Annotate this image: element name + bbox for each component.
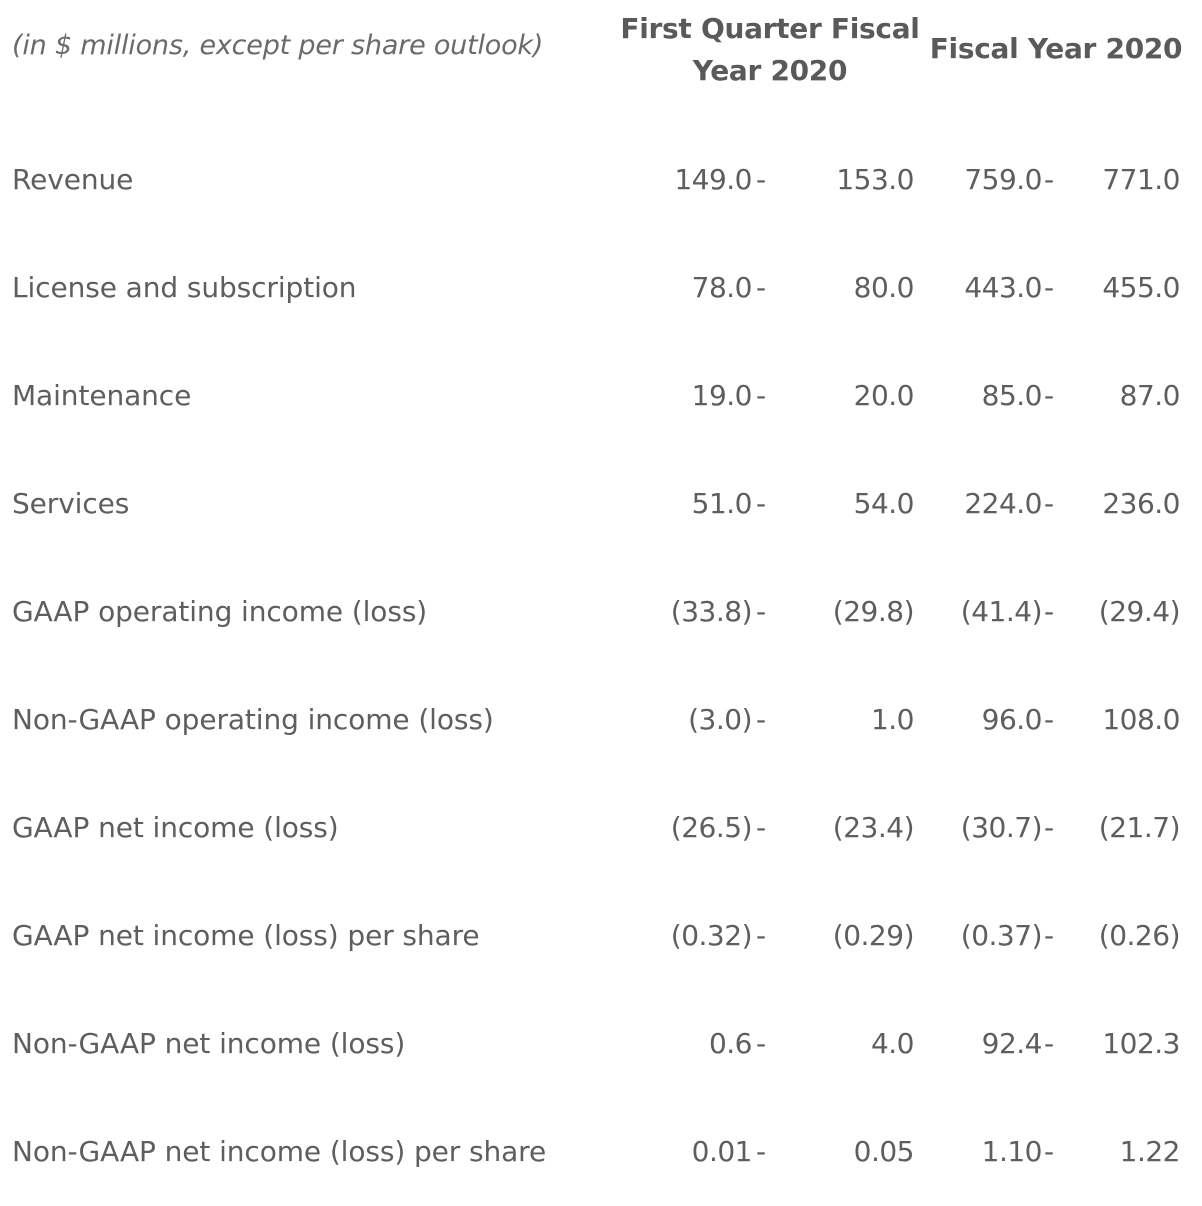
table-row: Non-GAAP net income (loss) per share 0.01… (0, 1098, 1202, 1206)
range-separator: - (756, 919, 767, 952)
range-separator: - (756, 163, 767, 196)
range-separator: - (756, 1027, 767, 1060)
range-separator: - (1044, 811, 1055, 844)
q1-low-value: 19.0 (691, 379, 753, 412)
q1-low-value: 0.01 (691, 1135, 753, 1168)
table-caption: (in $ millions, except per share outlook… (12, 30, 544, 61)
column-header-first-quarter: First Quarter Fiscal Year 2020 (620, 12, 920, 87)
range-separator: - (1044, 703, 1055, 736)
fy-low-value: (30.7) (960, 811, 1043, 844)
fy-low-value: 85.0 (981, 379, 1043, 412)
fy-low-value: (0.37) (960, 919, 1043, 952)
range-separator: - (1044, 487, 1055, 520)
fy-low-value: 92.4 (981, 1027, 1043, 1060)
q1-high-value: 1.0 (870, 703, 915, 736)
table-row: Non-GAAP net income (loss) 0.6-4.0 92.4-10… (0, 990, 1202, 1098)
q1-low-value: 78.0 (691, 271, 753, 304)
q1-high-value: 54.0 (853, 487, 915, 520)
range-separator: - (756, 271, 767, 304)
range-separator: - (1044, 919, 1055, 952)
range-separator: - (1044, 1027, 1055, 1060)
q1-high-value: (23.4) (832, 811, 915, 844)
range-separator: - (1044, 1135, 1055, 1168)
table-header: (in $ millions, except per share outlook… (0, 0, 1202, 110)
range-separator: - (756, 595, 767, 628)
range-separator: - (1044, 271, 1055, 304)
table-row: Services 51.0-54.0 224.0-236.0 (0, 450, 1202, 558)
table-row: GAAP net income (loss) (26.5) - (23.4) (30.7… (0, 774, 1202, 882)
q1-low-value: (0.32) (670, 919, 753, 952)
row-label: Non-GAAP operating income (loss) (12, 703, 494, 736)
q1-high-value: 80.0 (853, 271, 915, 304)
outlook-table-body: Revenue 149.0-153.0 759.0-771.0 License and… (0, 126, 1202, 1206)
fy-high-value: (21.7) (1098, 811, 1181, 844)
table-row: GAAP net income (loss) per share (0.32) -(… (0, 882, 1202, 990)
table-row: GAAP operating income (loss) (33.8) - (29.8… (0, 558, 1202, 666)
fy-low-value: (41.4) (960, 595, 1043, 628)
column-header-fiscal-year: Fiscal Year 2020 (929, 32, 1183, 65)
fy-low-value: 1.10 (981, 1135, 1043, 1168)
range-separator: - (756, 703, 767, 736)
q1-low-value: 51.0 (691, 487, 753, 520)
fy-high-value: (0.26) (1098, 919, 1181, 952)
q1-low-value: (3.0) (688, 703, 752, 736)
range-separator: - (756, 379, 767, 412)
q1-high-value: 153.0 (836, 163, 914, 196)
fy-low-value: 759.0 (964, 163, 1042, 196)
range-separator: - (756, 1135, 767, 1168)
q1-low-value: (33.8) (670, 595, 753, 628)
fy-low-value: 443.0 (964, 271, 1042, 304)
fy-high-value: 1.22 (1119, 1135, 1181, 1168)
table-row: Revenue 149.0-153.0 759.0-771.0 (0, 126, 1202, 234)
row-label: Revenue (12, 163, 134, 196)
q1-low-value: 0.6 (708, 1027, 753, 1060)
row-label: GAAP net income (loss) (12, 811, 339, 844)
q1-high-value: (29.8) (832, 595, 915, 628)
row-label: Non-GAAP net income (loss) (12, 1027, 406, 1060)
fy-high-value: 455.0 (1102, 271, 1180, 304)
fy-low-value: 96.0 (981, 703, 1043, 736)
range-separator: - (756, 811, 767, 844)
table-row: Maintenance 19.0-20.0 85.0-87.0 (0, 342, 1202, 450)
q1-high-value: 20.0 (853, 379, 915, 412)
q1-high-value: 0.05 (853, 1135, 915, 1168)
row-label: Maintenance (12, 379, 192, 412)
row-label: GAAP operating income (loss) (12, 595, 428, 628)
row-label: Non-GAAP net income (loss) per share (12, 1135, 547, 1168)
fy-low-value: 224.0 (964, 487, 1042, 520)
fy-high-value: (29.4) (1098, 595, 1181, 628)
row-label: License and subscription (12, 271, 357, 304)
range-separator: - (1044, 595, 1055, 628)
range-separator: - (756, 487, 767, 520)
table-row: Non-GAAP operating income (loss) (3.0) -1.… (0, 666, 1202, 774)
fy-high-value: 236.0 (1102, 487, 1180, 520)
fy-high-value: 102.3 (1102, 1027, 1180, 1060)
range-separator: - (1044, 163, 1055, 196)
q1-high-value: 4.0 (870, 1027, 915, 1060)
fy-high-value: 87.0 (1119, 379, 1181, 412)
fy-high-value: 108.0 (1102, 703, 1180, 736)
q1-low-value: (26.5) (670, 811, 753, 844)
range-separator: - (1044, 379, 1055, 412)
row-label: GAAP net income (loss) per share (12, 919, 480, 952)
table-row: License and subscription 78.0-80.0 443.0-4… (0, 234, 1202, 342)
q1-high-value: (0.29) (832, 919, 915, 952)
fy-high-value: 771.0 (1102, 163, 1180, 196)
q1-low-value: 149.0 (674, 163, 752, 196)
row-label: Services (12, 487, 130, 520)
